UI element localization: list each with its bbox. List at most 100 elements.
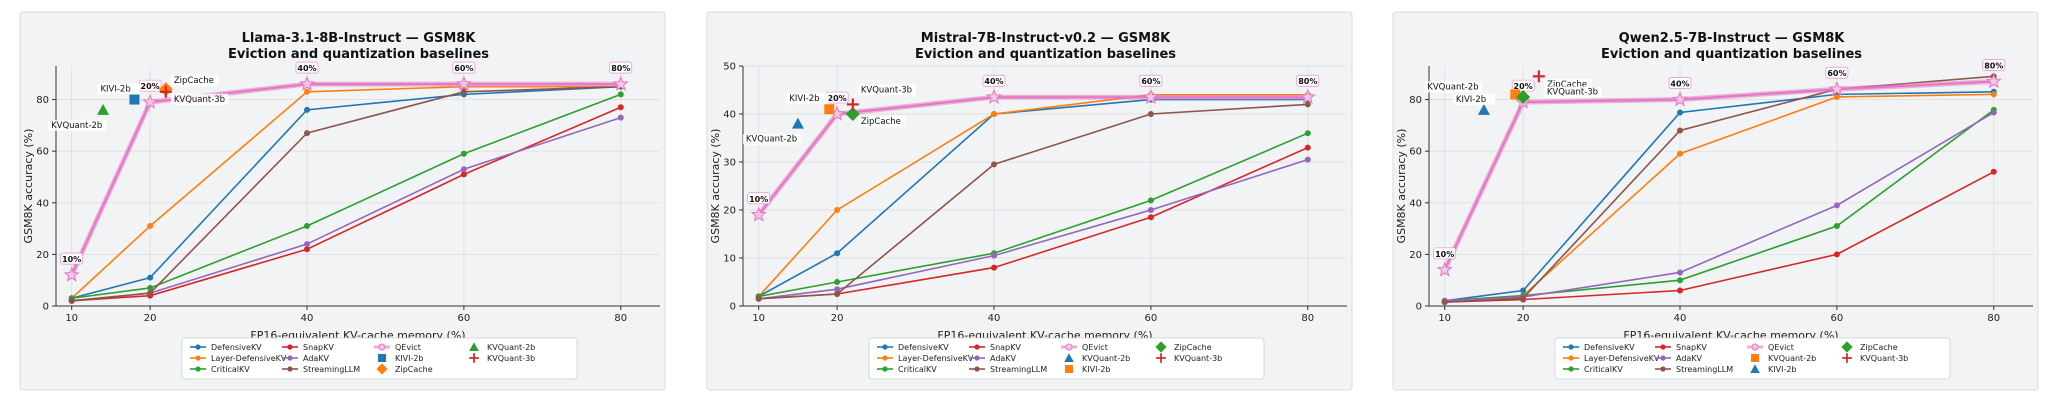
legend-label: DefensiveKV	[1584, 343, 1635, 352]
qevict-label-box	[609, 61, 633, 74]
data-point	[617, 104, 624, 111]
x-tick-label: 20	[831, 313, 844, 324]
marker-diamond	[1841, 341, 1853, 353]
legend-swatch-dot	[1568, 344, 1574, 350]
marker-square	[378, 354, 386, 362]
legend-swatch-dot	[195, 344, 201, 350]
data-point	[460, 88, 467, 95]
y-tick-label: 80	[1409, 95, 1422, 106]
legend-entry: Layer-DefensiveKV	[877, 354, 974, 363]
legend-entry: SnapKV	[969, 343, 1021, 352]
x-tick-label: 40	[988, 313, 1001, 324]
legend-label: KVQuant-3b	[1174, 354, 1222, 363]
legend-swatch-dot	[195, 355, 201, 361]
x-tick-label: 40	[301, 313, 314, 324]
data-point	[147, 290, 154, 297]
chart-title: Mistral-7B-Instruct-v0.2 — GSM8K	[921, 31, 1171, 46]
y-tick-label: 20	[1409, 250, 1422, 261]
x-tick-label: 80	[1301, 313, 1314, 324]
legend-label: QEvict	[1768, 343, 1794, 352]
legend: DefensiveKV Layer-DefensiveKV CriticalKV Sn…	[868, 337, 1265, 380]
data-point	[1304, 101, 1311, 108]
marker-triangle	[1750, 364, 1760, 373]
marker-triangle	[791, 117, 804, 129]
point-label: ZipCache	[861, 117, 901, 127]
marker-plus	[846, 98, 859, 111]
data-point	[1304, 144, 1311, 151]
data-point	[1147, 197, 1154, 204]
legend-label: KIVI-2b	[1768, 365, 1797, 374]
legend-label: KIVI-2b	[395, 354, 424, 363]
data-point	[1147, 207, 1154, 213]
y-tick-label: 10	[723, 254, 736, 265]
data-point	[1304, 130, 1311, 137]
legend-label: CriticalKV	[1584, 365, 1623, 374]
legend-swatch-dot	[287, 344, 293, 350]
qevict-label-box	[747, 192, 770, 205]
legend-swatch-dot	[974, 355, 980, 361]
data-point	[1677, 287, 1684, 294]
y-tick-label: 0	[43, 302, 49, 313]
data-point	[1990, 91, 1997, 98]
data-point	[304, 246, 311, 253]
data-point	[617, 91, 624, 98]
y-tick-label: 80	[36, 95, 49, 106]
legend-swatch-dot	[882, 366, 888, 372]
qevict-label: 60%	[1827, 69, 1846, 78]
legend-label: StreamingLLM	[1676, 365, 1733, 374]
series-streamingllm	[755, 101, 1311, 302]
legend-entry: CriticalKV	[190, 365, 250, 374]
qevict-label: 40%	[1670, 80, 1689, 89]
x-tick-label: 20	[144, 313, 157, 324]
legend-swatch-dot	[882, 344, 888, 350]
marker-plus	[159, 85, 172, 98]
marker-square	[1751, 354, 1759, 362]
data-point	[460, 150, 467, 157]
legend-entry: KVQuant-3b	[1842, 353, 1908, 363]
legend-entry: DefensiveKV	[877, 343, 949, 352]
qevict-label-box	[1668, 77, 1692, 89]
legend-label: Layer-DefensiveKV	[898, 354, 974, 363]
point-label: KVQuant-2b	[746, 135, 797, 145]
legend-entry: KIVI-2b	[1750, 364, 1797, 374]
marker-plus	[1532, 70, 1545, 83]
legend-entry: KVQuant-2b	[1064, 353, 1130, 363]
data-point	[1833, 251, 1840, 258]
x-tick-label: 60	[458, 313, 471, 324]
data-point	[612, 75, 629, 91]
data-point	[147, 274, 154, 281]
marker-square	[1510, 89, 1521, 100]
data-point	[1677, 150, 1684, 157]
data-point	[1672, 91, 1689, 107]
data-point	[834, 250, 841, 257]
chart-panel-2: 0 10 20 30 40 50 10 20 40 60 80 Mistral-7B-Instruct…	[706, 11, 1353, 391]
quant-point-kvquant-2b: KVQuant-2b	[742, 117, 804, 145]
legend-entry: Layer-DefensiveKV	[1563, 354, 1660, 363]
data-point	[1147, 111, 1154, 117]
legend-label: Layer-DefensiveKV	[211, 354, 287, 363]
marker-square	[129, 94, 140, 105]
quant-point-kivi-2b: KIVI-2b	[786, 93, 835, 115]
legend-label: QEvict	[395, 343, 421, 352]
quant-point-kvquant-3b: KVQuant-3b	[159, 85, 229, 105]
y-tick-label: 40	[723, 110, 736, 121]
y-tick-label: 60	[36, 147, 49, 158]
x-tick-label: 80	[614, 313, 627, 324]
point-label: KVQuant-2b	[51, 121, 102, 131]
legend-entry: ZipCache	[376, 363, 433, 375]
legend-label: AdaKV	[990, 354, 1017, 363]
x-tick-label: 20	[1517, 313, 1530, 324]
data-point	[834, 207, 841, 213]
legend-label: SnapKV	[990, 343, 1021, 352]
legend-entry: ZipCache	[1841, 341, 1898, 353]
legend-swatch-dot	[378, 343, 386, 351]
legend-entry: QEvict	[1061, 343, 1108, 352]
qevict-label: 10%	[749, 195, 768, 204]
data-point	[750, 206, 767, 222]
legend-entry: SnapKV	[282, 343, 334, 352]
marker-diamond	[845, 107, 860, 121]
quant-point-kvquant-3b: KVQuant-3b	[846, 84, 916, 111]
data-point	[991, 264, 998, 271]
quant-point-kvquant-3b: KVQuant-3b	[1532, 70, 1602, 98]
